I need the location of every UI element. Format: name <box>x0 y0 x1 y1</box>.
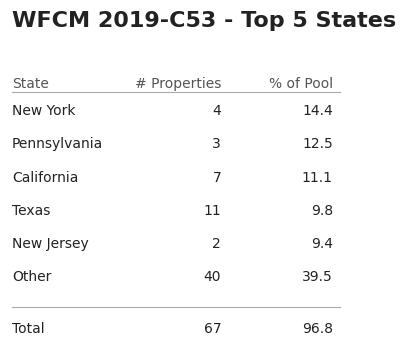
Text: Texas: Texas <box>12 204 50 218</box>
Text: 4: 4 <box>213 104 221 118</box>
Text: 67: 67 <box>204 323 221 336</box>
Text: 14.4: 14.4 <box>302 104 333 118</box>
Text: Total: Total <box>12 323 45 336</box>
Text: # Properties: # Properties <box>135 77 221 91</box>
Text: 40: 40 <box>204 270 221 284</box>
Text: Other: Other <box>12 270 51 284</box>
Text: 2: 2 <box>213 237 221 251</box>
Text: 9.8: 9.8 <box>311 204 333 218</box>
Text: 7: 7 <box>213 171 221 185</box>
Text: New Jersey: New Jersey <box>12 237 89 251</box>
Text: New York: New York <box>12 104 75 118</box>
Text: % of Pool: % of Pool <box>269 77 333 91</box>
Text: 11: 11 <box>203 204 221 218</box>
Text: 12.5: 12.5 <box>302 137 333 151</box>
Text: State: State <box>12 77 49 91</box>
Text: 39.5: 39.5 <box>302 270 333 284</box>
Text: 96.8: 96.8 <box>302 323 333 336</box>
Text: 9.4: 9.4 <box>311 237 333 251</box>
Text: 11.1: 11.1 <box>302 171 333 185</box>
Text: California: California <box>12 171 78 185</box>
Text: Pennsylvania: Pennsylvania <box>12 137 103 151</box>
Text: 3: 3 <box>213 137 221 151</box>
Text: WFCM 2019-C53 - Top 5 States: WFCM 2019-C53 - Top 5 States <box>12 11 396 31</box>
